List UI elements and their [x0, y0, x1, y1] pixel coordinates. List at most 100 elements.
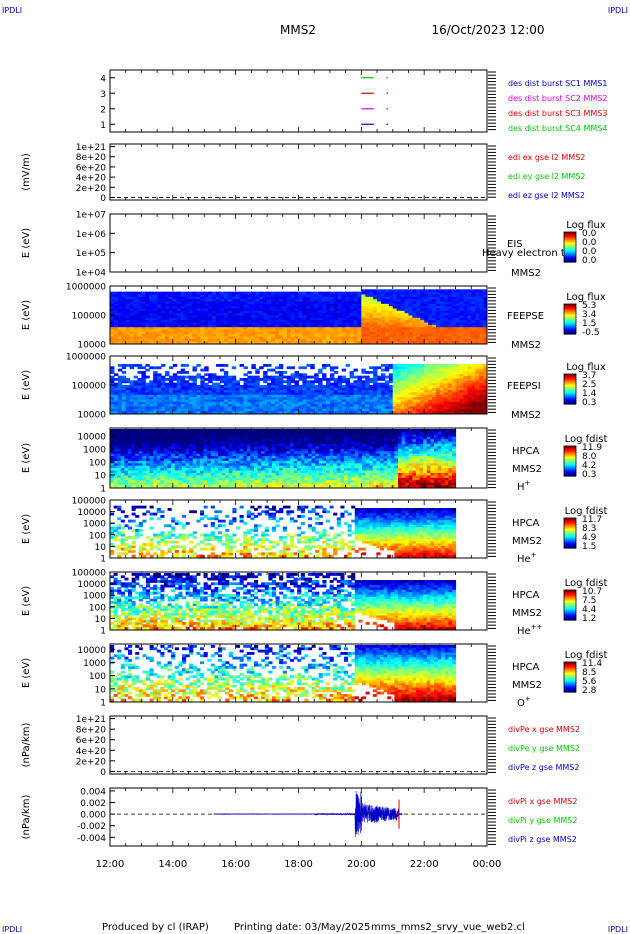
heatmap-cell [263, 331, 268, 335]
heatmap-cell [180, 368, 186, 372]
heatmap-cell [361, 305, 366, 309]
heatmap-cell [333, 396, 339, 400]
heatmap-cell [216, 375, 221, 379]
heatmap-cell [357, 410, 362, 414]
heatmap-cell [416, 389, 421, 393]
heatmap-cell [137, 333, 142, 337]
heatmap-cell [219, 364, 225, 367]
heatmap-cell [141, 399, 146, 402]
heatmap-cell [392, 366, 398, 370]
heatmap-cell [424, 338, 429, 342]
heatmap-cell [196, 482, 201, 486]
heatmap-cell [345, 408, 351, 412]
heatmap-cell [110, 336, 115, 339]
heatmap-cell [235, 399, 241, 402]
heatmap-cell [121, 364, 127, 367]
heatmap-cell [125, 324, 131, 328]
heatmap-cell [171, 429, 176, 432]
heatmap-cell [196, 479, 201, 483]
heatmap-cell [439, 312, 445, 316]
heatmap-cell [416, 310, 421, 314]
heatmap-cell [196, 438, 201, 442]
heatmap-cell [318, 406, 323, 409]
heatmap-cell [467, 315, 472, 318]
heatmap-cell [333, 296, 339, 300]
heatmap-cell [231, 389, 237, 393]
heatmap-cell [180, 315, 186, 318]
heatmap-cell [306, 401, 311, 405]
heatmap-cell [432, 403, 437, 407]
heatmap-cell [185, 462, 190, 466]
heatmap-cell [392, 336, 398, 339]
heatmap-cell [282, 331, 288, 335]
heatmap-cell [416, 410, 421, 414]
heatmap-cell [204, 303, 209, 307]
heatmap-cell [113, 436, 118, 440]
heatmap-cell [357, 394, 362, 398]
heatmap-cell [196, 408, 201, 412]
heatmap-cell [243, 308, 248, 311]
heatmap-cell [145, 301, 150, 304]
heatmap-cell [113, 458, 118, 461]
heatmap-cell [455, 294, 461, 297]
heatmap-cell [432, 326, 437, 330]
colorbar-swatch [564, 306, 576, 308]
heatmap-cell [286, 403, 292, 407]
heatmap-cell [400, 298, 406, 302]
heatmap-cell [322, 312, 327, 316]
heatmap-cell [231, 296, 237, 300]
heatmap-cell [141, 303, 146, 307]
heatmap-cell [282, 340, 288, 344]
heatmap-cell [365, 336, 370, 339]
heatmap-cell [439, 373, 445, 377]
heatmap-cell [404, 331, 409, 335]
heatmap-cell [373, 305, 378, 309]
heatmap-cell [174, 441, 179, 444]
heatmap-cell [298, 336, 303, 339]
heatmap-cell [164, 315, 170, 318]
heatmap-cell [404, 315, 409, 318]
heatmap-cell [243, 382, 248, 386]
heatmap-cell [235, 322, 241, 325]
heatmap-cell [455, 326, 461, 330]
heatmap-cell [212, 396, 217, 400]
heatmap-cell [133, 319, 138, 323]
heatmap-cell [475, 340, 480, 344]
heatmap-cell [345, 389, 351, 393]
heatmap-cell [325, 387, 331, 391]
heatmap-cell [369, 322, 374, 325]
heatmap-cell [322, 305, 327, 309]
heatmap-cell [388, 389, 394, 393]
colorbar-tick-label: 5.3 [582, 301, 596, 311]
heatmap-cell [259, 331, 264, 335]
heatmap-cell [180, 331, 186, 335]
heatmap-cell [235, 291, 241, 295]
heatmap-cell [384, 331, 390, 335]
heatmap-cell [404, 394, 409, 398]
heatmap-cell [127, 484, 133, 488]
heatmap-cell [243, 410, 248, 414]
heatmap-cell [216, 394, 221, 398]
heatmap-cell [176, 340, 182, 344]
heatmap-cell [373, 291, 378, 295]
heatmap-cell [156, 484, 161, 488]
heatmap-cell [306, 340, 311, 344]
heatmap-cell [451, 322, 457, 325]
heatmap-cell [223, 371, 229, 374]
heatmap-cell [459, 296, 464, 300]
heatmap-cell [361, 394, 366, 398]
heatmap-cell [216, 385, 221, 388]
heatmap-cell [189, 441, 194, 444]
heatmap-cell [451, 394, 457, 398]
heatmap-cell [124, 429, 129, 432]
heatmap-cell [184, 401, 190, 405]
heatmap-cell [329, 296, 335, 300]
heatmap-cell [180, 364, 186, 367]
heatmap-cell [251, 399, 256, 402]
heatmap-cell [471, 310, 476, 314]
heatmap-cell [255, 371, 260, 374]
heatmap-cell [388, 385, 394, 388]
colorbar-swatch [564, 322, 576, 324]
heatmap-cell [120, 450, 125, 454]
heatmap-cell [298, 366, 303, 370]
